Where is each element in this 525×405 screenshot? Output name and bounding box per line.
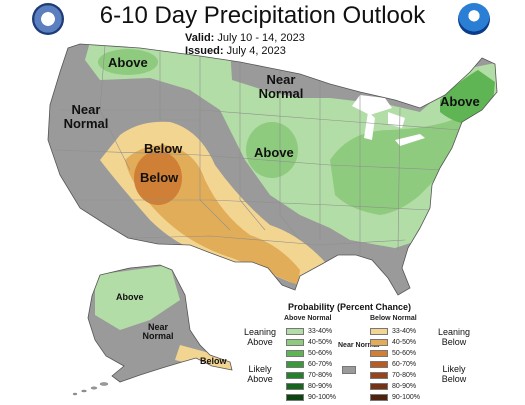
below-bin-label: 60-70% <box>392 360 417 368</box>
above-bin-label: 80-90% <box>308 382 333 390</box>
above-bin-swatch <box>286 327 304 335</box>
below-bin-row: 33-40% <box>370 327 416 335</box>
above-bin-swatch <box>286 382 304 390</box>
legend-likely-above: Likely Above <box>247 364 273 384</box>
label-above-northeast: Above <box>440 94 480 109</box>
label-near-normal-west: Near Normal <box>63 102 109 131</box>
commerce-department-seal-icon <box>32 3 64 35</box>
below-bin-swatch <box>370 360 388 368</box>
above-bin-label: 90-100% <box>308 393 337 401</box>
below-bin-swatch <box>370 371 388 379</box>
lake-huron <box>388 112 405 128</box>
above-bin-label: 50-60% <box>308 349 333 357</box>
below-bin-swatch <box>370 382 388 390</box>
above-40-50-area-midwest <box>246 122 298 178</box>
below-bin-row: 40-50% <box>370 338 416 346</box>
label-above-alaska: Above <box>116 292 144 302</box>
label-below-alaska: Below <box>200 356 227 366</box>
valid-dates: Valid: July 10 - 14, 2023 <box>185 32 305 44</box>
label-above-midwest: Above <box>254 145 294 160</box>
above-bin-swatch <box>286 338 304 346</box>
below-50-60-area <box>134 151 182 205</box>
label-near-normal-north: Near Normal <box>258 72 304 101</box>
legend-title: Probability (Percent Chance) <box>288 302 412 312</box>
below-bin-row: 50-60% <box>370 349 416 357</box>
issued-value: July 4, 2023 <box>226 45 286 57</box>
above-bin-row: 50-60% <box>286 349 332 357</box>
legend-below-header: Below Normal <box>370 315 417 322</box>
above-bin-label: 70-80% <box>308 371 333 379</box>
below-bin-label: 50-60% <box>392 349 417 357</box>
noaa-logo-icon <box>458 3 490 35</box>
above-40-50-area-east <box>330 118 470 215</box>
alaska-above-area <box>95 265 180 330</box>
issued-label: Issued: <box>185 45 224 57</box>
below-bin-row: 70-80% <box>370 371 416 379</box>
label-below-inner: Below <box>140 170 179 185</box>
above-bin-row: 90-100% <box>286 393 336 401</box>
below-bin-label: 40-50% <box>392 338 417 346</box>
lake-michigan <box>364 112 375 140</box>
legend-likely-below: Likely Below <box>441 364 467 384</box>
legend-leaning-below: Leaning Below <box>437 327 471 347</box>
below-bin-row: 90-100% <box>370 393 420 401</box>
valid-value: July 10 - 14, 2023 <box>217 32 305 44</box>
below-bin-label: 70-80% <box>392 371 417 379</box>
legend-above-header: Above Normal <box>284 315 332 322</box>
below-bin-swatch <box>370 393 388 401</box>
legend: Probability (Percent Chance) Above Norma… <box>240 300 525 405</box>
below-bin-swatch <box>370 349 388 357</box>
below-bin-row: 80-90% <box>370 382 416 390</box>
below-bin-swatch <box>370 327 388 335</box>
above-bin-row: 33-40% <box>286 327 332 335</box>
label-below-outer: Below <box>144 141 183 156</box>
below-bin-swatch <box>370 338 388 346</box>
above-40-50-area-northwest <box>98 49 158 75</box>
above-bin-label: 40-50% <box>308 338 333 346</box>
above-bin-row: 80-90% <box>286 382 332 390</box>
above-bin-swatch <box>286 371 304 379</box>
below-bin-label: 90-100% <box>392 393 421 401</box>
above-bin-label: 33-40% <box>308 327 333 335</box>
conus-outline <box>47 43 498 296</box>
label-above-northwest: Above <box>108 55 148 70</box>
above-bin-label: 60-70% <box>308 360 333 368</box>
state-lines <box>54 44 461 255</box>
above-bin-swatch <box>286 360 304 368</box>
aleutian-islands <box>72 382 109 396</box>
page-title: 6-10 Day Precipitation Outlook <box>99 2 426 29</box>
below-bin-row: 60-70% <box>370 360 416 368</box>
legend-near-normal-swatch <box>342 366 356 374</box>
legend-leaning-above: Leaning Above <box>243 327 277 347</box>
above-bin-swatch <box>286 349 304 357</box>
legend-near-header: Near Normal <box>338 342 380 349</box>
above-bin-row: 70-80% <box>286 371 332 379</box>
issued-date: Issued: July 4, 2023 <box>185 45 286 57</box>
above-bin-row: 60-70% <box>286 360 332 368</box>
above-bin-swatch <box>286 393 304 401</box>
label-near-normal-alaska: Near Normal <box>142 322 174 342</box>
valid-label: Valid: <box>185 32 215 44</box>
above-bin-row: 40-50% <box>286 338 332 346</box>
lake-superior <box>352 95 392 115</box>
below-bin-label: 33-40% <box>392 327 417 335</box>
below-bin-label: 80-90% <box>392 382 417 390</box>
lake-erie <box>395 134 425 146</box>
alaska-outline <box>87 264 233 383</box>
